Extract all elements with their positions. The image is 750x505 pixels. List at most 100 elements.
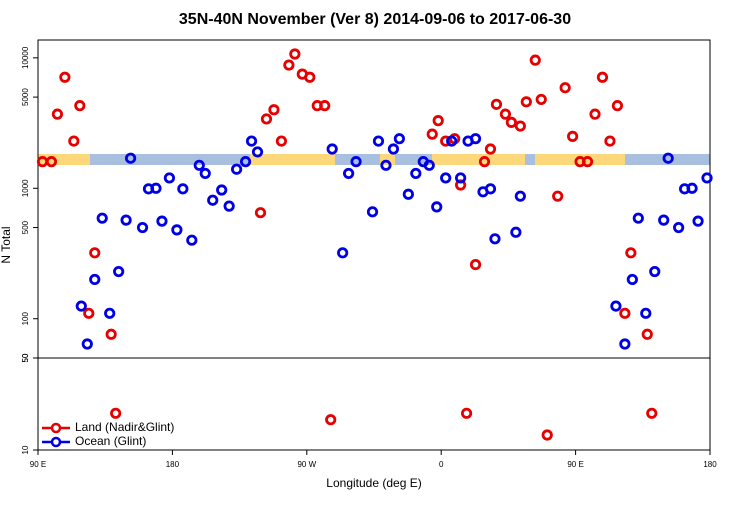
y-tick-label: 10000 [21, 46, 30, 69]
data-point [231, 163, 243, 175]
data-point [343, 167, 355, 180]
data-point [104, 307, 116, 319]
data-point [440, 172, 452, 184]
plot-frame [37, 39, 711, 451]
land-strip [38, 154, 90, 165]
data-point [216, 184, 228, 196]
data-point [692, 215, 704, 227]
data-point [199, 167, 211, 180]
data-point [649, 265, 661, 278]
data-point [646, 407, 658, 419]
y-axis-label: N Total [0, 226, 13, 263]
data-point [245, 135, 258, 147]
y-tick-label: 10 [21, 445, 30, 454]
data-point [350, 156, 362, 168]
data-point [581, 156, 594, 168]
data-point [514, 120, 526, 132]
data-point [260, 113, 273, 125]
data-point [489, 233, 501, 245]
data-point [239, 156, 252, 168]
data-point [658, 214, 670, 226]
data-point [380, 159, 392, 171]
data-point [626, 273, 638, 286]
data-point [337, 247, 349, 259]
data-point [275, 135, 288, 147]
x-tick-label: 0 [439, 460, 444, 469]
data-point [387, 143, 400, 155]
y-tick-label: 50 [21, 353, 30, 362]
data-point [393, 133, 405, 145]
data-point [186, 234, 198, 246]
data-point [89, 247, 101, 259]
data-point [156, 215, 168, 227]
data-point [673, 221, 685, 234]
y-tick-label: 500 [21, 220, 30, 234]
legend-marker [50, 436, 62, 448]
data-point [520, 96, 532, 108]
data-point [478, 156, 491, 168]
data-point [446, 135, 458, 147]
data-point [611, 100, 624, 112]
x-tick-label: 90 E [567, 460, 583, 469]
data-point [68, 135, 80, 147]
data-point [283, 59, 295, 71]
data-point [686, 182, 698, 194]
data-point [552, 190, 564, 202]
data-point [641, 328, 653, 340]
land-strip [432, 154, 525, 165]
data-point [83, 307, 95, 319]
data-point [484, 143, 497, 155]
data-point [124, 152, 137, 164]
legend-label: Ocean (Glint) [75, 434, 146, 448]
data-point [51, 108, 64, 120]
data-point [589, 108, 601, 120]
data-point [81, 338, 93, 350]
data-point [171, 224, 183, 236]
data-point [469, 133, 482, 145]
data-point [510, 226, 522, 238]
data-point [251, 146, 264, 158]
x-tick-label: 90 E [30, 460, 46, 469]
data-point [460, 407, 473, 419]
data-point [402, 188, 414, 200]
data-point [326, 143, 338, 155]
data-point [177, 183, 189, 195]
data-point [701, 172, 713, 184]
data-point [514, 190, 526, 202]
data-point [484, 183, 497, 195]
data-point [410, 167, 422, 180]
y-tick-label: 50 [21, 353, 30, 362]
data-point [366, 206, 379, 218]
data-point [372, 135, 385, 147]
data-point [423, 159, 435, 171]
data-point [426, 128, 438, 140]
data-point [268, 104, 280, 116]
data-point [75, 300, 87, 312]
land-strip [380, 154, 395, 165]
data-point [529, 54, 541, 66]
legend-label: Land (Nadir&Glint) [75, 420, 174, 434]
data-point [105, 328, 117, 340]
data-point [619, 338, 631, 350]
data-point [96, 212, 108, 224]
map-strip [38, 154, 710, 165]
data-point [89, 273, 101, 286]
data-point [193, 159, 205, 171]
land-strip [250, 154, 335, 165]
data-point [110, 407, 122, 419]
y-tick-label: 100 [21, 312, 30, 326]
legend-marker [50, 422, 62, 434]
data-point [207, 194, 219, 206]
data-point [619, 307, 631, 319]
y-tick-label: 5000 [21, 88, 30, 106]
data-point [541, 429, 553, 441]
data-point [59, 71, 71, 83]
data-point [113, 265, 125, 278]
data-point [120, 214, 132, 226]
data-point [662, 152, 674, 164]
chart-title: 35N-40N November (Ver 8) 2014-09-06 to 2… [179, 11, 571, 28]
x-tick-label: 90 W [297, 460, 316, 469]
data-point [469, 258, 482, 271]
